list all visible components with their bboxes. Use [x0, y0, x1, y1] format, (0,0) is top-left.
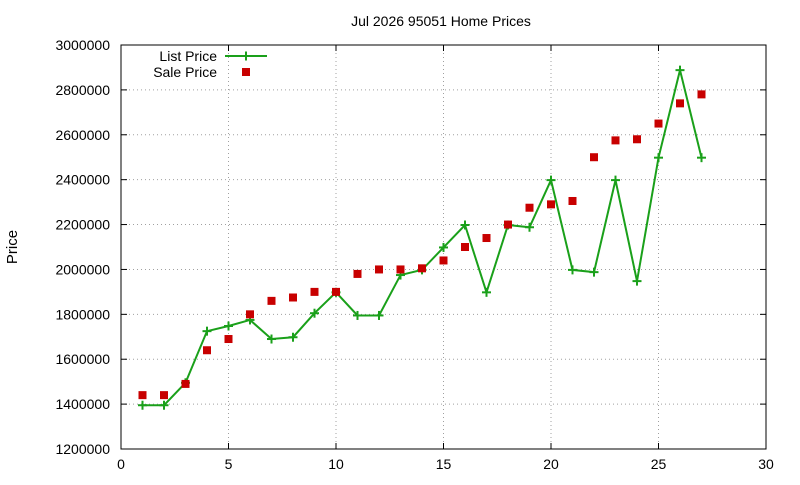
data-point	[633, 135, 641, 144]
y-tick-label: 2800000	[55, 82, 110, 98]
x-tick-label: 0	[117, 456, 125, 472]
data-point	[353, 310, 362, 320]
data-point	[439, 242, 448, 252]
x-tick-label: 15	[436, 456, 452, 472]
data-point	[504, 220, 512, 229]
data-point	[439, 256, 448, 265]
y-tick-label: 3000000	[55, 37, 110, 53]
data-point	[654, 153, 663, 163]
chart-title: Jul 2026 95051 Home Prices	[351, 13, 531, 29]
legend-label: Sale Price	[153, 64, 217, 80]
data-point	[632, 276, 642, 286]
data-point	[461, 243, 469, 251]
data-point	[289, 293, 297, 302]
data-point	[697, 153, 706, 163]
data-point	[589, 267, 599, 277]
data-point	[202, 326, 212, 336]
y-tick-label: 2400000	[55, 172, 110, 188]
data-point	[611, 136, 620, 145]
series-0	[138, 65, 706, 410]
y-tick-label: 1600000	[55, 351, 110, 367]
x-tick-label: 25	[651, 456, 667, 472]
y-axis-label: Price	[4, 230, 21, 264]
data-point	[375, 265, 383, 274]
data-point	[224, 335, 233, 344]
data-point	[160, 391, 168, 400]
x-tick-label: 10	[328, 456, 344, 472]
data-point	[310, 308, 319, 318]
legend-marker	[241, 51, 251, 61]
data-point	[568, 196, 577, 205]
data-point	[288, 332, 298, 342]
grid	[121, 45, 766, 449]
series-1	[138, 90, 706, 400]
data-point	[138, 391, 147, 400]
x-tick-label: 30	[758, 456, 774, 472]
plot-frame	[120, 44, 767, 450]
series	[138, 65, 706, 410]
data-point	[547, 200, 555, 209]
data-point	[267, 334, 276, 344]
y-tick-label: 2200000	[55, 217, 110, 233]
data-point	[460, 220, 470, 230]
y-tick-label: 1200000	[55, 441, 110, 457]
axis-ticks: 0 5 10 15 20 25 30 1200000 1400000 1600000 1800000…	[55, 37, 774, 472]
data-point	[138, 400, 147, 410]
series-line	[142, 69, 703, 407]
data-point	[332, 287, 340, 296]
data-point	[181, 379, 190, 388]
data-point	[568, 265, 577, 275]
legend-label: List Price	[159, 48, 217, 64]
data-point	[374, 310, 384, 320]
data-point	[353, 269, 362, 278]
data-point	[697, 90, 706, 99]
data-point	[611, 175, 620, 185]
data-point	[482, 234, 491, 243]
data-point	[482, 287, 491, 297]
data-point	[224, 321, 233, 331]
y-tick-label: 2600000	[55, 127, 110, 143]
data-point	[310, 287, 319, 296]
data-point	[676, 99, 684, 108]
data-point	[267, 296, 276, 305]
x-tick-label: 5	[225, 456, 233, 472]
data-point	[675, 65, 685, 75]
data-point	[525, 203, 534, 212]
y-tick-label: 2000000	[55, 261, 110, 277]
data-point	[546, 175, 556, 185]
data-point	[418, 264, 426, 273]
data-point	[159, 400, 169, 410]
data-point	[590, 153, 598, 162]
data-point	[203, 346, 211, 355]
data-point	[654, 119, 663, 128]
x-tick-label: 20	[543, 456, 559, 472]
legend-marker	[242, 68, 250, 76]
data-point	[246, 310, 254, 319]
y-tick-label: 1800000	[55, 306, 110, 322]
y-tick-label: 1400000	[55, 396, 110, 412]
data-point	[525, 222, 534, 232]
data-point	[396, 265, 405, 274]
